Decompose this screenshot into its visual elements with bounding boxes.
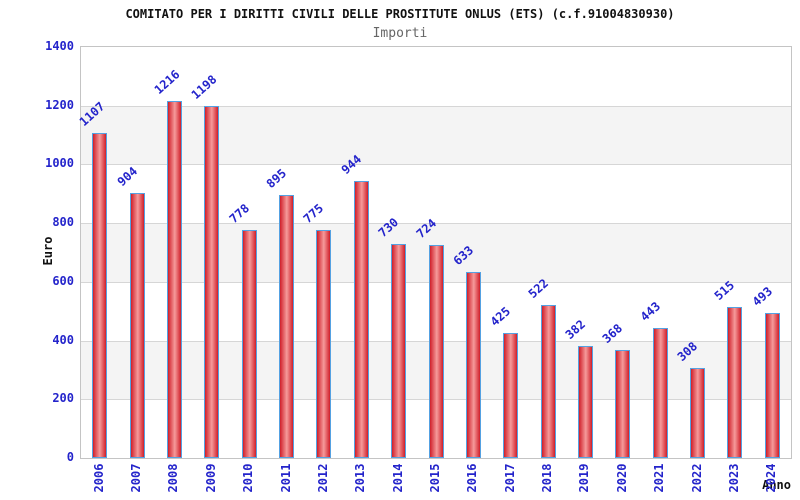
x-tick-2015: 2015 [428, 463, 442, 493]
chart-title: COMITATO PER I DIRITTI CIVILI DELLE PROS… [125, 7, 675, 21]
x-tick-2008: 2008 [166, 463, 181, 493]
bar-2008 [166, 101, 182, 458]
bar-2009 [204, 106, 220, 458]
gridline [81, 105, 791, 107]
x-tick-2010: 2010 [241, 463, 256, 493]
x-tick-2022: 2022 [689, 463, 704, 493]
y-tick-200: 200 [52, 391, 74, 406]
bar-2023 [727, 306, 743, 458]
bar-2016 [465, 272, 481, 458]
bar-2010 [241, 229, 257, 458]
y-axis-title: Euro [41, 236, 55, 266]
bar-2024 [764, 313, 780, 458]
x-tick-2018: 2018 [540, 463, 555, 493]
bar-2015 [428, 245, 444, 458]
x-tick-2013: 2013 [353, 463, 368, 493]
grid-band [81, 105, 791, 165]
y-tick-400: 400 [52, 332, 74, 347]
bar-2017 [503, 333, 519, 458]
x-tick-2012: 2012 [315, 463, 330, 493]
bar-2018 [540, 304, 556, 458]
x-tick-2024: 2024 [764, 463, 779, 493]
bar-2007 [129, 192, 145, 458]
y-tick-600: 600 [52, 273, 74, 288]
y-tick-800: 800 [52, 215, 74, 230]
x-tick-2006: 2006 [91, 463, 106, 493]
gridline [81, 164, 791, 166]
x-tick-2017: 2017 [502, 463, 517, 493]
gridline [81, 223, 791, 225]
bar-2012 [316, 230, 332, 458]
y-tick-0: 0 [66, 450, 74, 464]
y-tick-1400: 1400 [45, 39, 74, 53]
bar-2021 [652, 327, 668, 458]
bar-2013 [353, 180, 369, 458]
plot-area [80, 46, 792, 459]
bar-2011 [279, 195, 295, 458]
x-tick-2019: 2019 [577, 463, 592, 493]
x-tick-2009: 2009 [203, 463, 218, 493]
bar-2022 [690, 367, 706, 458]
x-tick-2023: 2023 [726, 463, 741, 493]
x-tick-2011: 2011 [278, 463, 293, 493]
y-tick-1000: 1000 [45, 156, 74, 171]
x-tick-2020: 2020 [614, 463, 629, 493]
bar-2006 [92, 133, 108, 458]
chart-subtitle: Importi [372, 26, 428, 41]
x-tick-2016: 2016 [465, 463, 480, 493]
bar-2019 [577, 345, 593, 458]
x-tick-2007: 2007 [129, 463, 144, 493]
bar-2014 [391, 243, 407, 458]
bar-2020 [615, 349, 631, 458]
x-axis-title: Anno [762, 478, 791, 492]
y-tick-1200: 1200 [45, 97, 74, 112]
x-tick-2021: 2021 [652, 463, 667, 493]
x-tick-2014: 2014 [390, 463, 405, 493]
